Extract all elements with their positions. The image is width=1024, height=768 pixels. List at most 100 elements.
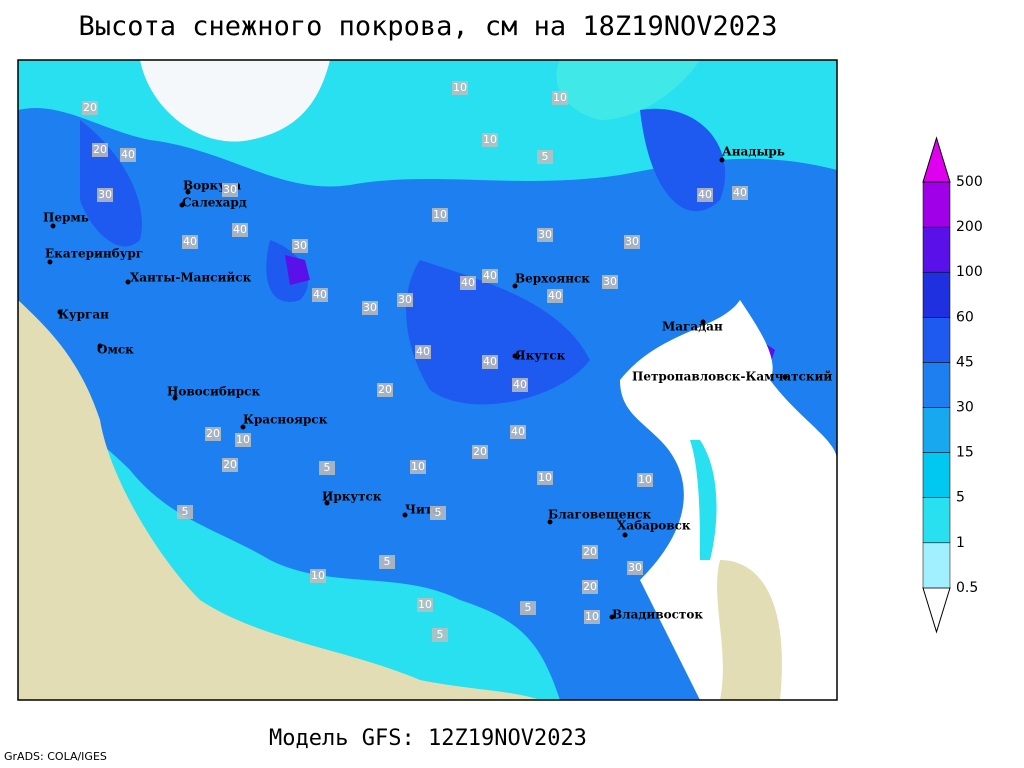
title: Высота снежного покрова, см на 18Z19NOV2… [79,11,778,42]
city-label: Благовещенск [548,508,652,522]
contour-label: 40 [483,269,497,282]
city-label: Салехард [182,196,247,210]
contour-label-box [637,473,653,487]
contour-label-box [582,545,598,559]
contour-label: 10 [483,133,497,146]
contour-label-box [460,276,476,290]
colorbar-label: 100 [956,264,983,280]
city-label: Ханты-Мансийск [130,271,252,285]
contour-label: 20 [583,580,597,593]
contour-label: 5 [324,461,331,474]
contour-label-box [235,433,251,447]
city-label: Омск [97,343,134,357]
colorbar-arrow [922,136,951,183]
contour-label-box [624,235,640,249]
contour-label-box [537,228,553,242]
contour-label-box [537,471,553,485]
city-dot [512,353,518,359]
contour-label-box [537,150,553,164]
contour-label-box [417,598,433,612]
contour-label: 10 [538,471,552,484]
city-dot [97,343,103,349]
contour-label-box [512,378,528,392]
contour-label: 10 [411,460,425,473]
colorbar-segment [922,362,951,408]
japan [717,560,782,700]
city-label: Новосибирск [167,385,260,399]
city-label: Пермь [43,211,89,225]
contour-label: 20 [378,383,392,396]
contour-label: 30 [603,275,617,288]
contour-label: 10 [433,208,447,221]
contour-label-box [582,580,598,594]
contour-label: 40 [733,186,747,199]
contour-label: 30 [398,293,412,306]
city-label: Владивосток [612,608,703,622]
city-label: Якутск [515,349,566,363]
city-label: Анадырь [722,145,785,159]
contour-label: 20 [206,427,220,440]
contour-label: 30 [628,561,642,574]
contour-label: 10 [585,610,599,623]
city-label: Екатеринбург [45,247,143,261]
contour-label-box [552,91,568,105]
city-dot [324,500,330,506]
contour-label-box [379,555,395,569]
colorbar-segment [922,452,951,498]
contour-label: 20 [83,101,97,114]
contour-label-box [97,188,113,202]
contour-label: 40 [698,188,712,201]
contour-label: 20 [223,458,237,471]
city-dot [719,157,725,163]
ice-sea [556,60,700,120]
contour-label: 20 [473,445,487,458]
city-dot [185,189,191,195]
contour-label: 10 [638,473,652,486]
sakhalin [690,440,717,560]
colorbar-label: 0.5 [956,580,978,596]
contour-label-box [472,445,488,459]
contour-label: 40 [183,235,197,248]
colorbar-label: 200 [956,219,983,235]
colorbar-label: 15 [956,445,974,461]
contour-label-box [482,355,498,369]
contour-label: 5 [437,628,444,641]
contour-label: 10 [453,81,467,94]
colorbar-label: 30 [956,400,974,416]
city-dot [125,279,131,285]
city-label: Хабаровск [617,519,691,533]
contour-label-box [432,628,448,642]
contour-label: 40 [121,148,135,161]
model-caption: Модель GFS: 12Z19NOV2023 [269,726,587,751]
contour-label-box [362,301,378,315]
contour-label: 5 [182,505,189,518]
city-dot [402,512,408,518]
city-dot [47,259,53,265]
city-dot [622,532,628,538]
contour-label-box [397,293,413,307]
contour-label-box [482,133,498,147]
contour-label: 10 [418,598,432,611]
contour-label-box [482,269,498,283]
colorbar-segment [922,317,951,363]
contour-label: 40 [513,378,527,391]
contour-label-box [222,458,238,472]
contour-label: 10 [236,433,250,446]
colorbar-arrow [922,587,951,634]
contour-label: 40 [313,288,327,301]
map-frame [17,59,838,701]
contour-label-box [319,461,335,475]
colorbar-label: 500 [956,174,983,190]
contour-label: 20 [93,143,107,156]
city-dot [782,374,788,380]
contour-label: 30 [363,301,377,314]
contour-label-box [92,143,108,157]
contour-label-box [310,569,326,583]
colorbar-segment [922,226,951,273]
contour-label-box [377,383,393,397]
contour-label-box [430,506,446,520]
contour-label-box [452,81,468,95]
contour-label-box [120,148,136,162]
colorbar-segment [922,407,951,453]
